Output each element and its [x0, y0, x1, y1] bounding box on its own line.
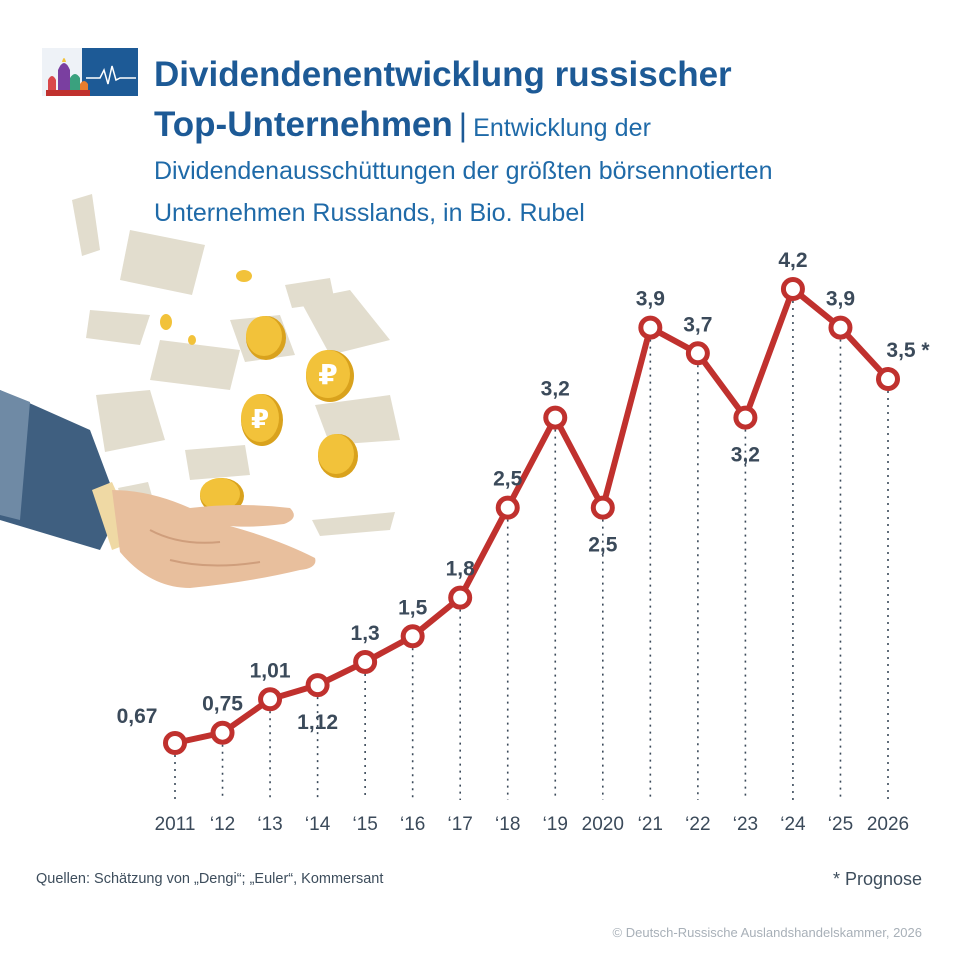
kremlin-logo-icon — [42, 48, 138, 96]
series-line — [174, 286, 891, 746]
data-label: 2,5 — [588, 534, 618, 557]
data-point — [448, 585, 473, 610]
x-tick-label: ‘23 — [733, 814, 758, 835]
chart-title: Dividendenentwicklung russischer Top-Unt… — [154, 50, 914, 153]
data-label: 3,9 — [826, 288, 855, 311]
data-label: 3,5 * — [886, 339, 930, 362]
line-chart: 0,67 0,75 1,01 1,12 1,3 1,5 1,8 2,5 3,2 2,5 3,9 3,7… — [117, 249, 931, 835]
x-tick-label: ‘19 — [543, 814, 568, 835]
data-points — [163, 277, 900, 755]
data-point — [495, 495, 520, 520]
svg-text:₽: ₽ — [318, 358, 337, 391]
copyright: © Deutsch-Russische Auslandshandelskamme… — [612, 925, 922, 940]
x-tick-label: ‘17 — [448, 814, 473, 835]
data-point — [733, 405, 758, 430]
data-label: 1,3 — [351, 622, 380, 645]
title-line-1: Dividendenentwicklung russischer — [154, 55, 732, 94]
dotted-guides — [174, 301, 889, 800]
x-tick-label: ‘13 — [257, 814, 282, 835]
x-tick-label: ‘12 — [210, 814, 235, 835]
x-tick-label: ‘24 — [780, 814, 806, 835]
x-tick-label: 2011 — [155, 814, 196, 835]
illustration: ₽ ₽ — [0, 194, 400, 588]
subtitle-line-2: Unternehmen Russlands, in Bio. Rubel — [154, 199, 585, 227]
data-label: 4,2 — [778, 249, 807, 272]
x-tick-label: ‘14 — [305, 814, 331, 835]
chart-subtitle: Dividendenausschüttungen der größten bör… — [154, 150, 914, 234]
x-tick-label: ‘21 — [638, 814, 663, 835]
data-point — [828, 315, 853, 340]
data-label: 3,2 — [541, 378, 570, 401]
hand-icon — [0, 390, 316, 588]
data-label: 3,7 — [683, 313, 712, 336]
forecast-footnote: * Prognose — [832, 869, 922, 889]
x-tick-label: ‘18 — [495, 814, 520, 835]
data-point — [780, 277, 805, 301]
x-tick-label: ‘25 — [828, 814, 853, 835]
x-tick-label: 2026 — [867, 814, 909, 835]
data-point — [543, 405, 568, 430]
data-labels: 0,67 0,75 1,01 1,12 1,3 1,5 1,8 2,5 3,2 2,5 3,9 3,7… — [117, 249, 931, 734]
subtitle-line-1: Dividendenausschüttungen der größten bör… — [154, 157, 773, 185]
x-tick-label: ‘16 — [400, 814, 425, 835]
source-note: Quellen: Schätzung von „Dengi“; „Euler“,… — [36, 871, 384, 887]
data-point — [400, 624, 425, 649]
data-point — [305, 673, 330, 698]
data-label: 2,5 — [493, 468, 523, 491]
svg-text:₽: ₽ — [251, 405, 269, 435]
data-label: 1,12 — [297, 711, 338, 734]
data-point — [163, 731, 187, 755]
subtitle-start: Entwicklung der — [473, 114, 652, 142]
data-label: 3,2 — [731, 444, 760, 467]
data-point — [876, 367, 900, 392]
ruble-coin-icon: ₽ ₽ — [160, 270, 358, 514]
data-label: 0,67 — [117, 705, 158, 728]
data-label: 1,5 — [398, 596, 428, 619]
data-point — [353, 649, 378, 674]
title-line-2: Top-Unternehmen — [154, 105, 453, 144]
x-tick-label: ‘15 — [352, 814, 377, 835]
x-tick-label: 2020 — [582, 814, 624, 835]
title-separator: | — [458, 107, 468, 143]
data-label: 1,01 — [250, 659, 291, 682]
data-point — [210, 720, 235, 745]
x-tick-label: ‘22 — [685, 814, 710, 835]
data-point — [638, 315, 663, 340]
data-label: 0,75 — [202, 693, 243, 716]
data-point — [258, 687, 283, 712]
data-label: 1,8 — [446, 558, 476, 581]
data-label: 3,9 — [636, 288, 665, 311]
data-point — [685, 341, 710, 366]
data-point — [590, 495, 615, 520]
x-axis-ticks: 2011 ‘12 ‘13 ‘14 ‘15 ‘16 ‘17 ‘18 ‘19 2020 ‘21 ‘22 ‘2… — [155, 814, 910, 835]
